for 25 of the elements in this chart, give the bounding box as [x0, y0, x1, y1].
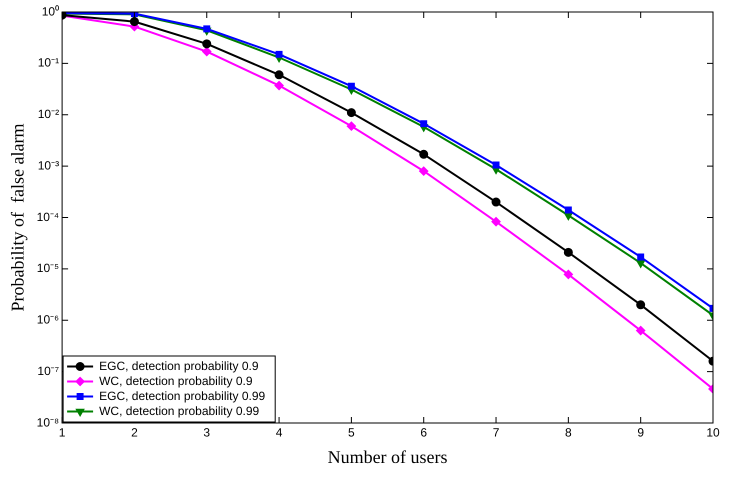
- y-tick-label: 10⁻³: [38, 158, 60, 172]
- x-tick-label: 7: [492, 426, 500, 440]
- x-tick-label: 5: [348, 426, 356, 440]
- y-tick-label: 10⁰: [42, 4, 60, 18]
- y-tick-label: 10⁻²: [38, 107, 60, 122]
- y-axis-title: Probability of false alarm: [8, 124, 28, 312]
- x-tick-label: 8: [565, 426, 572, 440]
- y-tick-label: 10⁻⁵: [36, 261, 60, 276]
- x-tick-label: 4: [276, 426, 283, 440]
- y-tick-label: 10⁻¹: [38, 56, 60, 70]
- x-tick-label: 6: [420, 426, 428, 440]
- x-tick-label: 9: [637, 426, 644, 440]
- legend-label: WC, detection probability 0.99: [99, 404, 260, 418]
- x-tick-label: 2: [131, 426, 138, 440]
- y-tick-label: 10⁻⁷: [37, 364, 60, 378]
- x-tick-label: 3: [203, 426, 210, 440]
- x-tick-label: 1: [58, 426, 66, 440]
- y-tick-label: 10⁻⁶: [36, 312, 60, 327]
- legend-label: EGC, detection probability 0.99: [99, 388, 266, 403]
- legend-label: WC, detection probability 0.9: [99, 374, 253, 388]
- x-axis-title: Number of users: [328, 446, 448, 467]
- y-tick-label: 10⁻⁸: [36, 415, 60, 430]
- legend-label: EGC, detection probability 0.9: [99, 358, 259, 373]
- x-tick-label: 10: [706, 426, 720, 440]
- y-tick-label: 10⁻⁴: [36, 210, 60, 224]
